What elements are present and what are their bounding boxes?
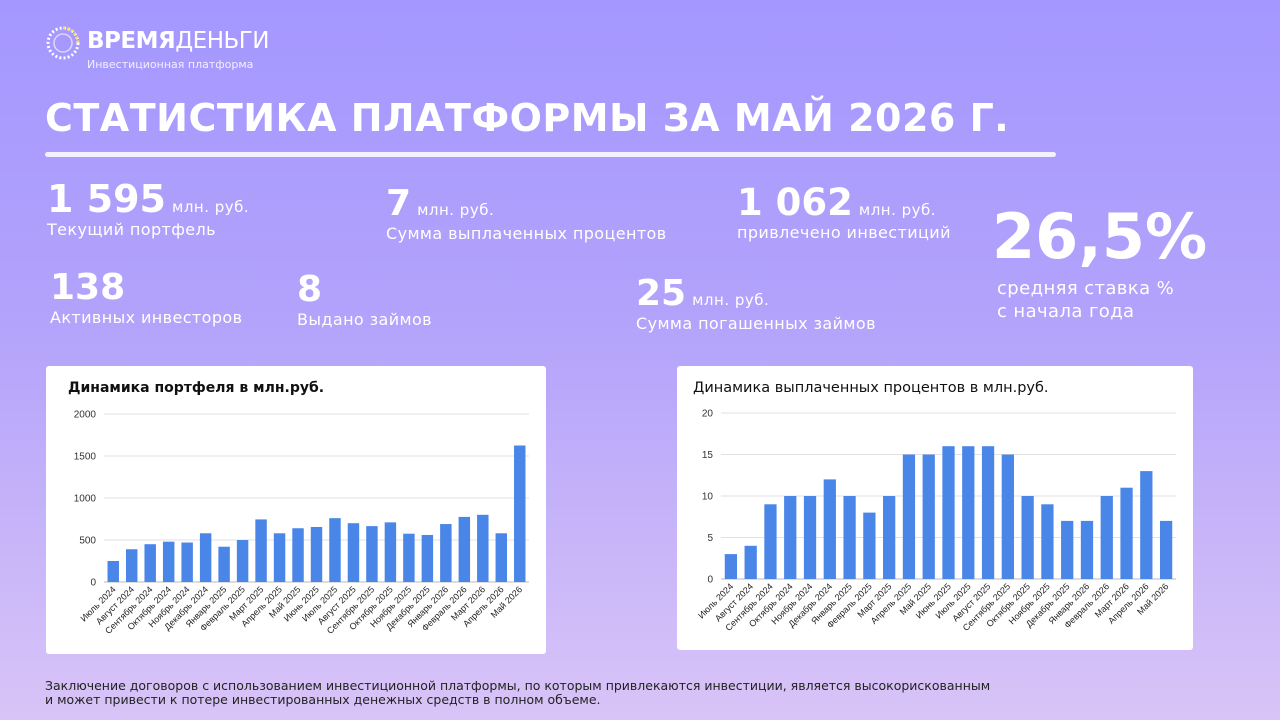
- bar: [514, 445, 526, 582]
- bar: [347, 523, 360, 582]
- bar: [329, 518, 341, 582]
- bar: [477, 514, 489, 582]
- risk-disclaimer: Заключение договоров с использованием ин…: [45, 678, 991, 708]
- stat-average-rate-value: 26,5%: [992, 200, 1208, 273]
- bar: [1080, 520, 1094, 579]
- stat-investors-label: Активных инвесторов: [50, 308, 243, 327]
- sunburst-icon: [46, 26, 80, 60]
- stat-portfolio: 1 595 млн. руб. Текущий портфель: [47, 180, 249, 239]
- bar: [803, 496, 817, 579]
- bar: [144, 544, 156, 582]
- stat-loans-label: Выдано займов: [297, 310, 433, 329]
- stat-raised-label: привлечено инвестиций: [737, 223, 951, 242]
- stat-average-rate-label-2: с начала года: [997, 300, 1135, 322]
- stat-investors-value: 138: [50, 267, 126, 308]
- stat-interest-paid-label: Сумма выплаченных процентов: [386, 224, 667, 243]
- bar: [181, 542, 193, 582]
- bar: [255, 519, 267, 582]
- stat-repaid-value: 25: [636, 273, 687, 314]
- portfolio-chart-title: Динамика портфеля в млн.руб.: [68, 380, 325, 396]
- stat-raised-value: 1 062: [737, 181, 853, 224]
- stat-portfolio-label: Текущий портфель: [47, 220, 217, 239]
- y-tick-label: 1500: [74, 452, 97, 463]
- bar: [125, 549, 138, 582]
- stat-repaid-unit: млн. руб.: [692, 291, 770, 309]
- stat-repaid: 25 млн. руб. Сумма погашенных займов: [636, 273, 876, 334]
- bar: [162, 541, 175, 582]
- stat-raised-unit: млн. руб.: [858, 201, 937, 219]
- stat-interest-paid: 7 млн. руб. Сумма выплаченных процентов: [386, 183, 667, 244]
- bar: [107, 561, 119, 582]
- page-title: СТАТИСТИКА ПЛАТФОРМЫ ЗА МАЙ 2026 Г.: [45, 96, 1010, 140]
- stat-interest-paid-unit: млн. руб.: [417, 201, 495, 219]
- logo-subtitle: Инвестиционная платформа: [87, 58, 254, 71]
- bar: [1159, 520, 1173, 579]
- bar: [421, 534, 434, 582]
- stat-average-rate: 26,5% средняя ставка % с начала года: [992, 206, 1207, 323]
- bar: [292, 528, 304, 582]
- risk-disclaimer-line-2: и может привести к потере инвестированны…: [45, 692, 601, 708]
- y-tick-label: 5: [707, 533, 713, 544]
- y-tick-label: 10: [702, 492, 714, 503]
- stat-repaid-label: Сумма погашенных займов: [636, 314, 876, 333]
- bar: [744, 545, 757, 579]
- interest-chart-panel: Динамика выплаченных процентов в млн.руб…: [677, 366, 1193, 650]
- interest-chart-title: Динамика выплаченных процентов в млн.руб…: [693, 380, 1049, 396]
- bar: [458, 516, 471, 582]
- bar: [823, 479, 836, 579]
- bar: [902, 454, 916, 579]
- bar: [236, 540, 249, 582]
- bar: [273, 533, 286, 582]
- portfolio-chart-panel: Динамика портфеля в млн.руб. 0 500 1000 150…: [46, 366, 546, 654]
- y-tick-label: 20: [702, 409, 714, 420]
- y-tick-label: 15: [702, 450, 714, 461]
- bar: [199, 533, 212, 582]
- bar: [942, 446, 955, 579]
- risk-disclaimer-line-1: Заключение договоров с использованием ин…: [45, 678, 991, 693]
- title-divider: [45, 152, 1056, 157]
- bar: [724, 554, 738, 579]
- stat-loans-value: 8: [297, 269, 323, 310]
- logo-wordmark: ВРЕМЯДЕНЬГИ: [87, 28, 270, 54]
- bar: [981, 446, 995, 579]
- y-tick-label: 500: [79, 536, 96, 547]
- stat-portfolio-value: 1 595: [47, 177, 166, 221]
- bar: [1140, 471, 1153, 579]
- bar: [495, 533, 508, 582]
- bar: [863, 512, 876, 579]
- y-tick-label: 1000: [74, 494, 97, 505]
- stat-portfolio-unit: млн. руб.: [172, 198, 250, 216]
- stat-average-rate-label-1: средняя ставка %: [997, 278, 1175, 299]
- stat-loans: 8 Выдано займов: [297, 269, 433, 330]
- bar: [1001, 454, 1014, 579]
- bar: [843, 496, 856, 579]
- bar: [310, 526, 323, 582]
- bar: [218, 546, 230, 582]
- stat-investors: 138 Активных инвесторов: [50, 267, 243, 328]
- bar: [384, 522, 397, 582]
- bar: [1041, 504, 1054, 579]
- bar: [962, 446, 975, 579]
- bar: [922, 454, 935, 579]
- bar: [403, 533, 415, 582]
- bar: [784, 496, 797, 579]
- y-tick-label: 0: [707, 575, 713, 586]
- bar: [366, 526, 378, 582]
- bar: [1021, 496, 1034, 579]
- bar: [764, 504, 777, 579]
- y-tick-label: 0: [90, 578, 96, 589]
- bar: [1061, 520, 1074, 579]
- bar: [440, 524, 452, 582]
- bar: [1120, 487, 1133, 579]
- stat-raised: 1 062 млн. руб. привлечено инвестиций: [737, 184, 951, 242]
- bar: [1100, 496, 1113, 579]
- bar: [883, 496, 896, 579]
- y-tick-label: 2000: [74, 410, 97, 421]
- stat-interest-paid-value: 7: [386, 183, 412, 224]
